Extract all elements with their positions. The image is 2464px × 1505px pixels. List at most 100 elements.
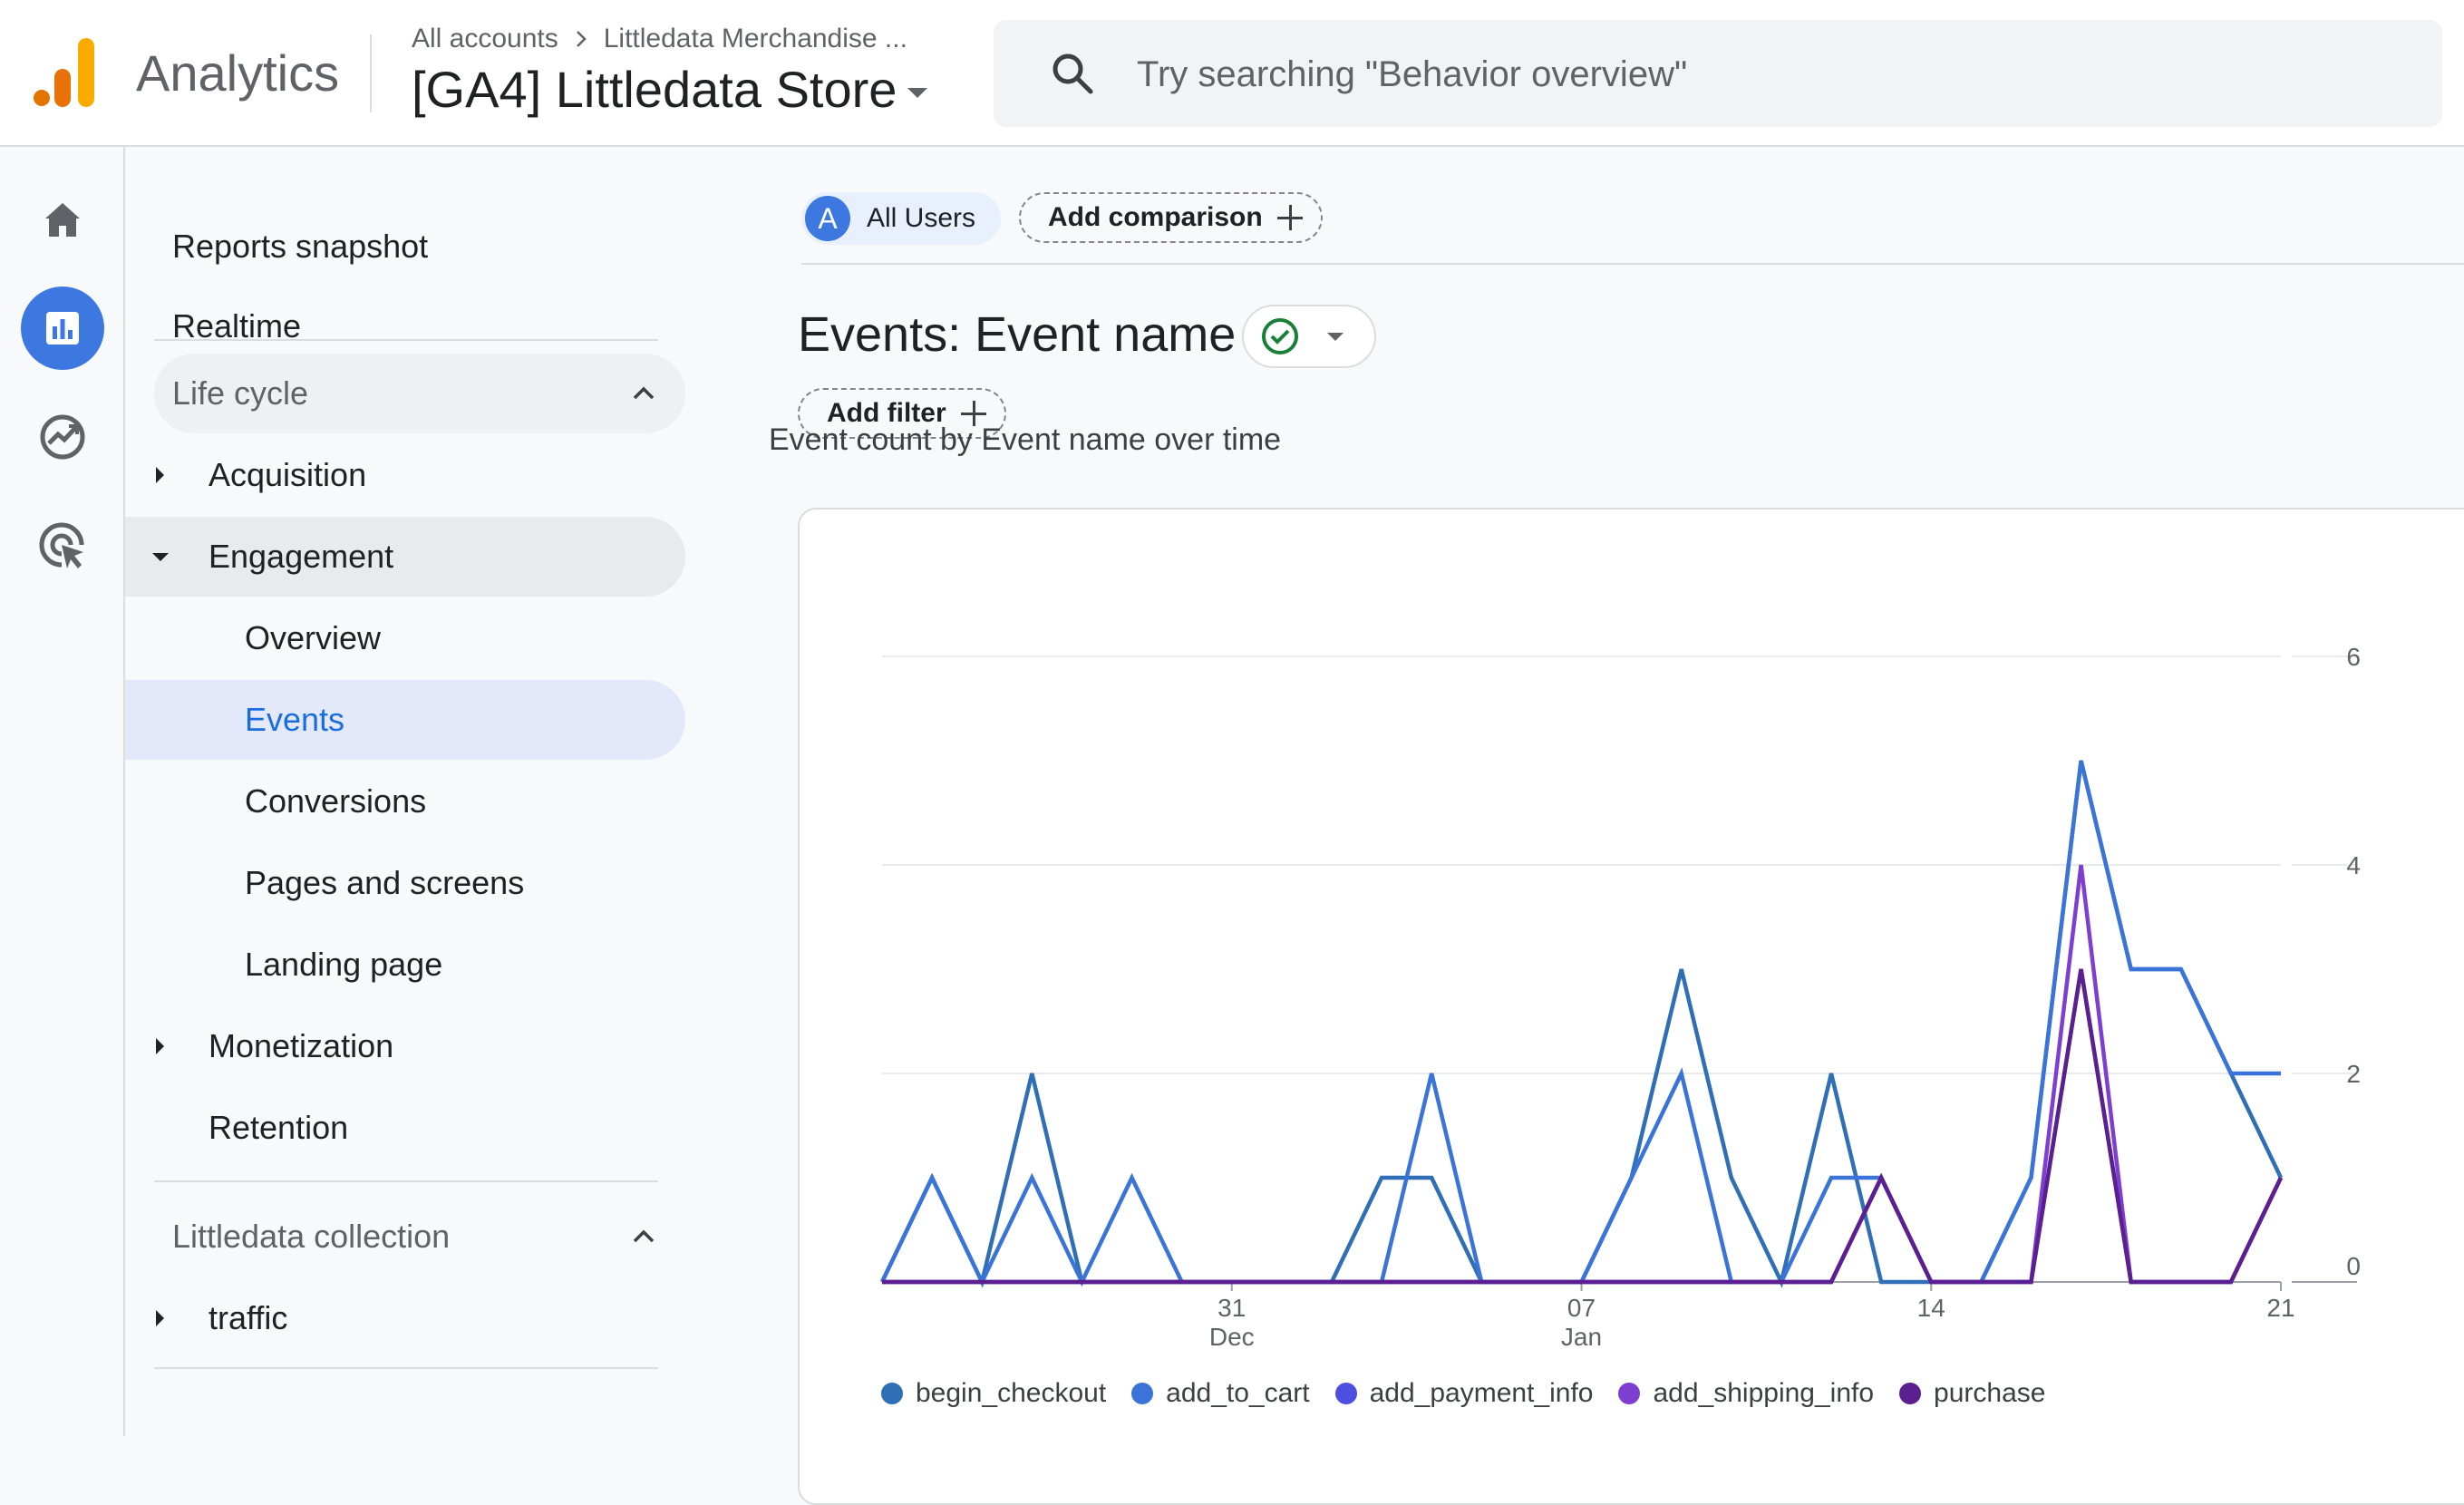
add-filter-button[interactable]: Add filter [798,388,1006,439]
legend-item[interactable]: begin_checkout [881,1378,1106,1409]
check-circle-icon [1262,318,1298,354]
caret-down-icon [907,88,928,98]
nav-landing-page[interactable]: Landing page [125,925,685,1005]
legend-item[interactable]: purchase [1899,1378,2045,1409]
nav-label: Reports snapshot [172,228,429,265]
nav-divider [154,1367,658,1369]
report-navigation: Reports snapshot Realtime Life cycle Acq… [125,147,698,1436]
legend-label: add_shipping_info [1653,1378,1875,1408]
nav-label: traffic [209,1299,288,1336]
breadcrumb-account[interactable]: Littledata Merchandise ... [603,24,907,53]
property-name: [GA4] Littledata Store [412,61,897,118]
home-button[interactable] [21,178,104,261]
nav-label: Overview [245,619,382,656]
legend-item[interactable]: add_to_cart [1131,1378,1310,1409]
segment-label: All Users [867,203,976,233]
y-tick-label: 6 [2346,643,2361,671]
nav-events[interactable]: Events [125,680,685,760]
legend-swatch [1131,1383,1154,1404]
property-selector[interactable]: [GA4] Littledata Store [412,60,928,119]
y-tick-label: 4 [2346,851,2361,879]
nav-retention[interactable]: Retention [125,1088,685,1168]
explore-icon [40,414,85,460]
reports-icon [46,312,79,345]
plus-icon [960,401,986,426]
explore-button[interactable] [21,395,104,479]
caret-down-icon [1327,332,1344,341]
nav-section-lifecycle[interactable]: Life cycle [154,354,685,433]
legend-swatch [1899,1383,1922,1404]
nav-engagement[interactable]: Engagement [125,517,685,597]
left-rail [0,147,125,1436]
nav-realtime[interactable]: Realtime [125,286,685,366]
x-tick-label: 07 [1567,1294,1596,1322]
nav-divider [154,339,658,341]
y-tick-label: 2 [2346,1060,2361,1088]
x-tick-label: 14 [1917,1294,1945,1322]
advertising-button[interactable] [21,504,104,587]
nav-traffic[interactable]: traffic [125,1278,685,1358]
top-app-bar: Analytics All accounts Littledata Mercha… [0,0,2464,147]
breadcrumb[interactable]: All accounts Littledata Merchandise ... [412,24,907,54]
legend-item[interactable]: add_shipping_info [1618,1378,1874,1409]
search-icon [1053,53,1093,94]
nav-label: Conversions [245,782,427,820]
nav-label: Acquisition [209,456,367,493]
nav-reports-snapshot[interactable]: Reports snapshot [125,207,685,286]
search-bar[interactable] [994,20,2442,129]
nav-section-littledata-collection[interactable]: Littledata collection [154,1197,685,1277]
search-input[interactable] [1135,20,2390,129]
report-status-menu[interactable] [1242,305,1376,368]
chevron-up-icon [633,1229,655,1243]
nav-pages-and-screens[interactable]: Pages and screens [125,843,685,923]
nav-label: Realtime [172,307,302,345]
chart-legend: begin_checkout add_to_cart add_payment_inf… [881,1378,2045,1409]
add-filter-label: Add filter [827,398,946,428]
breadcrumb-all-accounts[interactable]: All accounts [412,24,558,53]
toolbar-divider [801,263,2464,265]
report-title: Events: Event name [798,307,1237,362]
report-content: A All Users Add comparison Events: Event… [698,147,2464,1505]
legend-swatch [881,1383,903,1404]
nav-overview[interactable]: Overview [125,598,685,678]
nav-label: Engagement [209,538,394,575]
add-comparison-button[interactable]: Add comparison [1019,192,1323,243]
legend-label: add_payment_info [1369,1378,1594,1408]
analytics-logo-icon[interactable] [33,38,96,107]
x-tick-label: Dec [1209,1323,1255,1351]
legend-label: begin_checkout [916,1378,1107,1408]
nav-section-label: Littledata collection [172,1218,451,1255]
x-tick-label: 31 [1217,1294,1246,1322]
add-comparison-label: Add comparison [1048,202,1263,232]
home-icon [45,203,80,237]
segment-chip-all-users[interactable]: A All Users [801,192,1002,245]
expand-arrow-icon [156,1038,164,1054]
chevron-right-icon [576,31,587,47]
x-tick-label: 21 [2266,1294,2294,1322]
nav-monetization[interactable]: Monetization [125,1006,685,1086]
reports-button[interactable] [21,286,104,370]
nav-label: Pages and screens [245,864,525,901]
nav-section-label: Life cycle [172,374,309,412]
nav-label: Landing page [245,946,443,983]
nav-label: Monetization [209,1027,394,1064]
legend-label: add_to_cart [1166,1378,1310,1408]
segment-badge: A [805,196,850,241]
expand-arrow-icon [156,467,164,483]
x-tick-label: Jan [1561,1323,1602,1351]
chevron-up-icon [633,386,655,400]
legend-label: purchase [1934,1378,2046,1408]
legend-swatch [1334,1383,1357,1404]
series-line-purchase [882,968,2284,1285]
legend-item[interactable]: add_payment_info [1334,1378,1594,1409]
nav-conversions[interactable]: Conversions [125,762,685,841]
nav-divider [154,1180,658,1182]
y-tick-label: 0 [2346,1252,2361,1280]
nav-label: Retention [209,1109,349,1146]
advertising-icon [39,522,84,568]
plus-icon [1276,205,1303,230]
series-line-add_payment_info [882,968,2284,1285]
nav-acquisition[interactable]: Acquisition [125,435,685,515]
expand-arrow-icon [156,1310,164,1326]
